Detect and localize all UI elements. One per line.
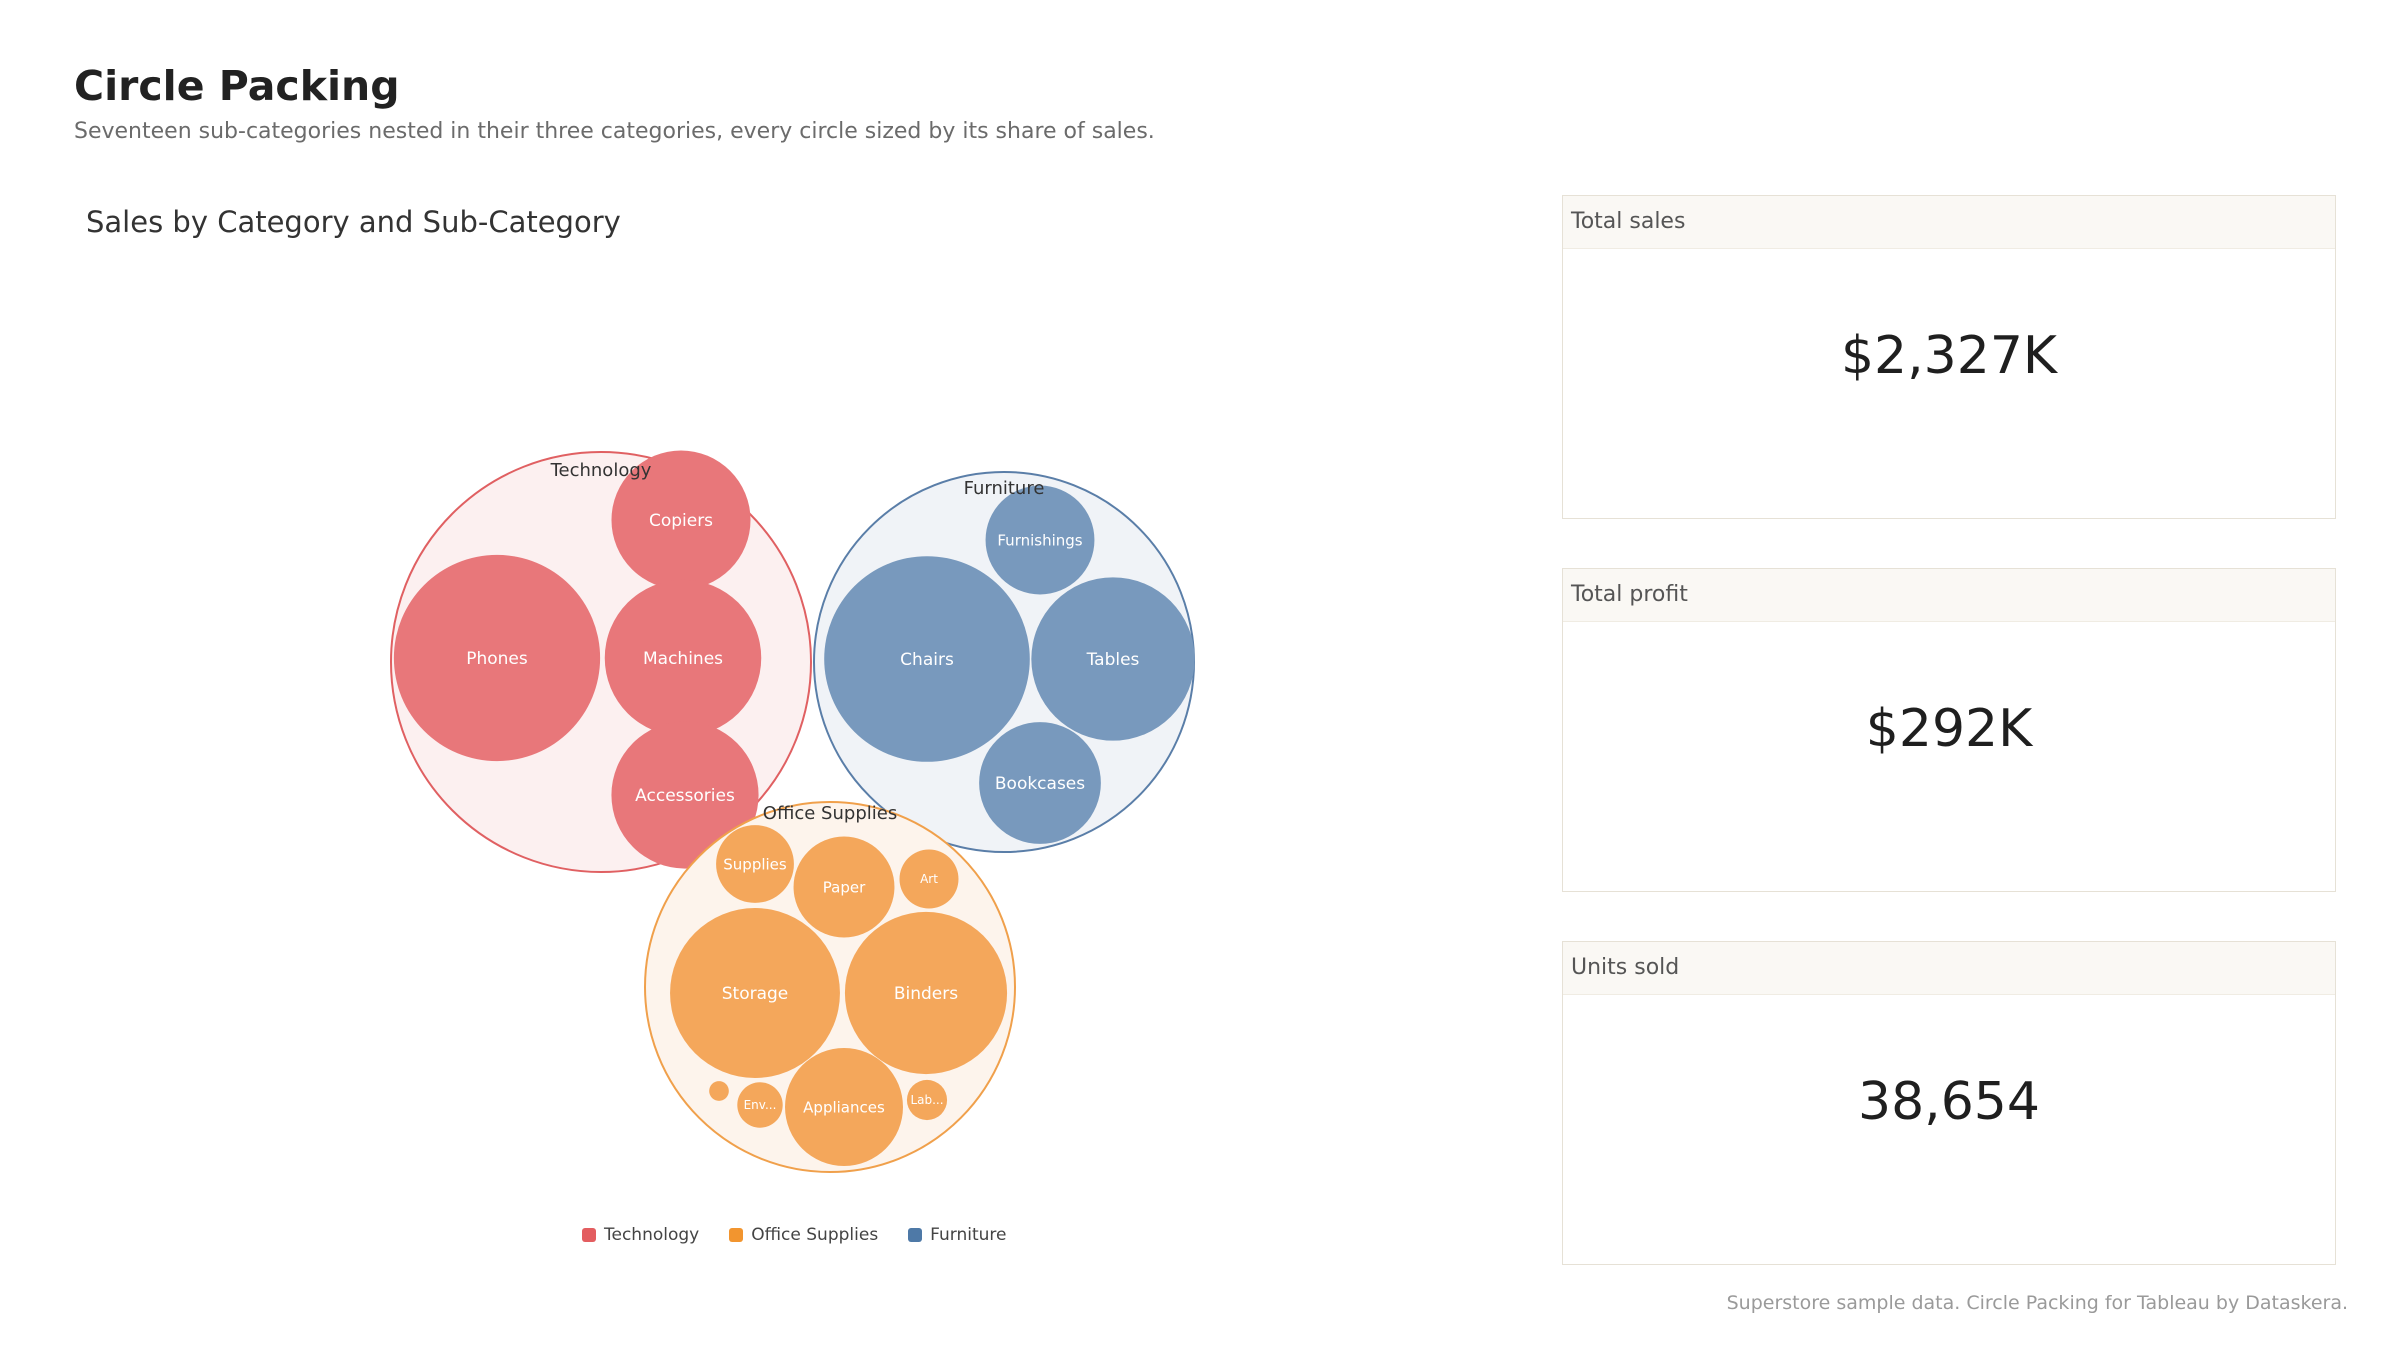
subcategory-circle-labels[interactable] xyxy=(906,1079,948,1121)
kpi-value-total-profit: $292K xyxy=(1865,699,2033,759)
subcategory-circle-paper[interactable] xyxy=(793,836,895,938)
footer-note: Superstore sample data. Circle Packing f… xyxy=(1726,1292,2348,1314)
subcategory-label-art: Art xyxy=(920,872,938,886)
subcategory-circle-machines[interactable] xyxy=(604,579,762,737)
legend-swatch-technology xyxy=(582,1228,596,1242)
subcategory-label-storage: Storage xyxy=(722,984,789,1004)
page-subtitle: Seventeen sub-categories nested in their… xyxy=(74,119,1155,145)
chart-legend: Technology Office Supplies Furniture xyxy=(582,1225,1007,1245)
subcategory-label-labels: Lab... xyxy=(910,1093,943,1107)
kpi-value-units-sold: 38,654 xyxy=(1858,1072,2040,1132)
kpi-value-total-sales: $2,327K xyxy=(1840,326,2058,386)
subcategory-circle-fasteners[interactable] xyxy=(709,1081,729,1101)
kpi-label-total-profit: Total profit xyxy=(1563,569,2335,622)
page-title: Circle Packing xyxy=(74,62,400,110)
subcategory-circle-bookcases[interactable] xyxy=(979,722,1101,844)
legend-swatch-office-supplies xyxy=(729,1228,744,1242)
subcategory-circle-supplies[interactable] xyxy=(716,825,794,903)
kpi-card-total-sales: Total sales $2,327K xyxy=(1562,195,2336,519)
legend-item-office-supplies[interactable]: Office Supplies xyxy=(729,1225,878,1245)
circle-packing-chart: Copiers Phones Machines Accessories Technolo… xyxy=(390,450,1195,1173)
legend-item-technology[interactable]: Technology xyxy=(582,1225,699,1245)
page-header: Circle Packing Seventeen sub-categories … xyxy=(74,62,1155,144)
subcategory-circle-copiers[interactable] xyxy=(611,450,751,590)
circle-packing-chart-panel: Copiers Phones Machines Accessories Technolo… xyxy=(74,195,1454,1275)
chart-title: Sales by Category and Sub-Category xyxy=(86,205,621,239)
subcategory-label-phones: Phones xyxy=(466,649,528,669)
category-label-technology: Technology xyxy=(550,460,652,481)
subcategory-label-tables: Tables xyxy=(1086,650,1140,670)
kpi-label-total-sales: Total sales xyxy=(1563,196,2335,249)
subcategory-label-furnishings: Furnishings xyxy=(997,531,1082,549)
legend-label-furniture: Furniture xyxy=(930,1225,1007,1245)
subcategory-label-appliances: Appliances xyxy=(803,1098,885,1116)
subcategory-label-accessories: Accessories xyxy=(635,786,735,806)
subcategory-label-supplies: Supplies xyxy=(723,855,787,873)
subcategory-circle-appliances[interactable] xyxy=(785,1048,903,1166)
subcategory-circle-binders[interactable] xyxy=(844,911,1008,1075)
legend-label-technology: Technology xyxy=(604,1225,700,1245)
kpi-label-units-sold: Units sold xyxy=(1563,942,2335,995)
subcategory-label-machines: Machines xyxy=(643,649,723,669)
subcategory-circle-tables[interactable] xyxy=(1031,577,1195,741)
subcategory-circle-furnishings[interactable] xyxy=(985,485,1095,595)
kpi-card-units-sold: Units sold 38,654 xyxy=(1562,941,2336,1265)
legend-swatch-furniture xyxy=(908,1228,923,1242)
subcategory-label-bookcases: Bookcases xyxy=(995,774,1085,794)
subcategory-label-chairs: Chairs xyxy=(900,650,954,670)
category-label-office-supplies: Office Supplies xyxy=(763,803,897,824)
subcategory-circle-chairs[interactable] xyxy=(824,556,1030,762)
subcategory-label-binders: Binders xyxy=(894,984,958,1004)
subcategory-circle-phones[interactable] xyxy=(393,554,601,762)
subcategory-circle-accessories[interactable] xyxy=(611,721,759,869)
subcategory-label-paper: Paper xyxy=(823,878,866,896)
legend-label-office-supplies: Office Supplies xyxy=(751,1225,879,1245)
category-label-furniture: Furniture xyxy=(964,478,1045,499)
subcategory-circle-envelopes[interactable] xyxy=(737,1082,783,1128)
subcategory-label-copiers: Copiers xyxy=(649,511,713,531)
subcategory-label-envelopes: Env... xyxy=(744,1098,777,1112)
subcategory-circle-art[interactable] xyxy=(899,849,959,909)
subcategory-circle-storage[interactable] xyxy=(670,908,840,1078)
kpi-card-total-profit: Total profit $292K xyxy=(1562,568,2336,892)
legend-item-furniture[interactable]: Furniture xyxy=(908,1225,1007,1245)
